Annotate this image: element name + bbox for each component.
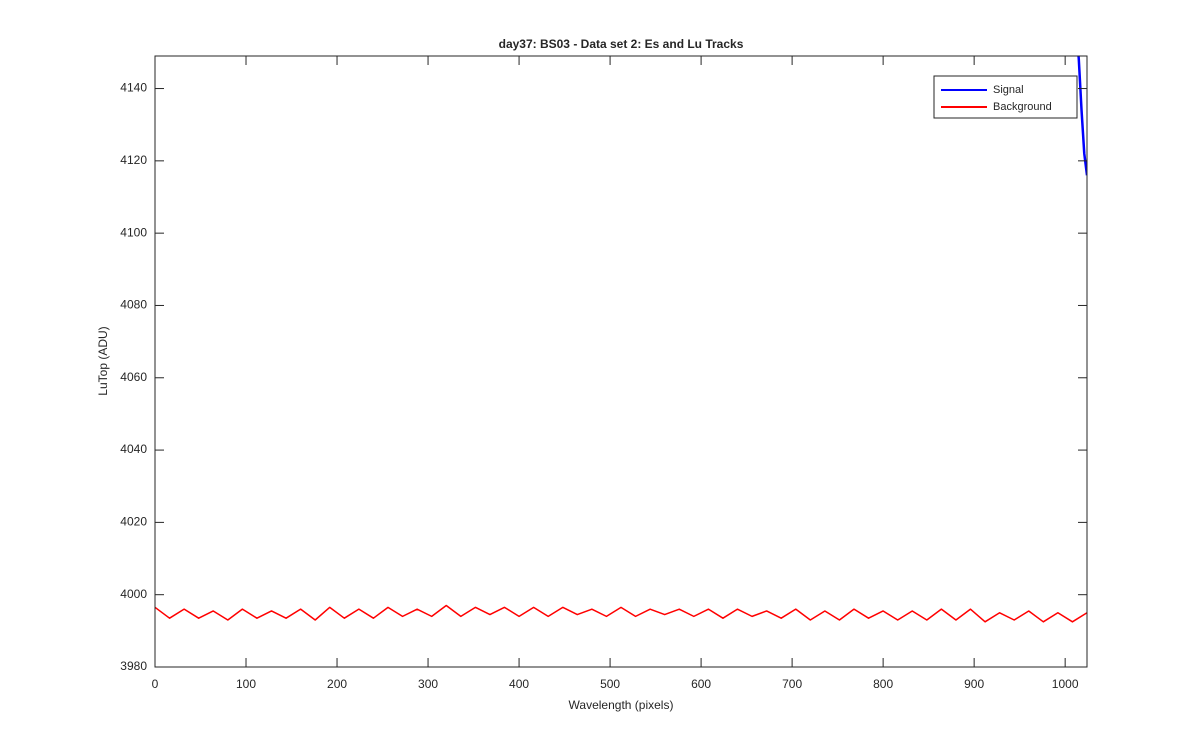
x-tick-label: 100 [236, 677, 256, 691]
x-tick-label: 500 [600, 677, 620, 691]
x-axis-label: Wavelength (pixels) [569, 698, 674, 712]
y-tick-label: 4020 [120, 515, 147, 529]
legend-box [933, 75, 1078, 119]
x-tick-label: 1000 [1052, 677, 1079, 691]
y-tick-label: 3980 [120, 659, 147, 673]
y-tick-label: 4080 [120, 298, 147, 312]
x-tick-label: 900 [964, 677, 984, 691]
x-tick-label: 700 [782, 677, 802, 691]
y-tick-label: 4140 [120, 81, 147, 95]
axes-box [154, 55, 1088, 668]
x-tick-label: 800 [873, 677, 893, 691]
chart-title: day37: BS03 - Data set 2: Es and Lu Trac… [499, 37, 744, 51]
legend-label: Signal [993, 84, 1024, 96]
y-tick-label: 4100 [120, 225, 147, 239]
plot-area [155, 56, 1087, 667]
y-tick-label: 4040 [120, 442, 147, 456]
x-tick-label: 300 [418, 677, 438, 691]
x-tick-label: 400 [509, 677, 529, 691]
x-tick-label: 600 [691, 677, 711, 691]
y-tick-label: 4120 [120, 153, 147, 167]
x-tick-label: 200 [327, 677, 347, 691]
series-line [155, 604, 1087, 623]
y-tick-label: 4060 [120, 370, 147, 384]
y-axis-label: LuTop (ADU) [96, 326, 110, 395]
y-tick-label: 4000 [120, 587, 147, 601]
legend-label: Background [993, 101, 1052, 113]
x-tick-label: 0 [152, 677, 159, 691]
